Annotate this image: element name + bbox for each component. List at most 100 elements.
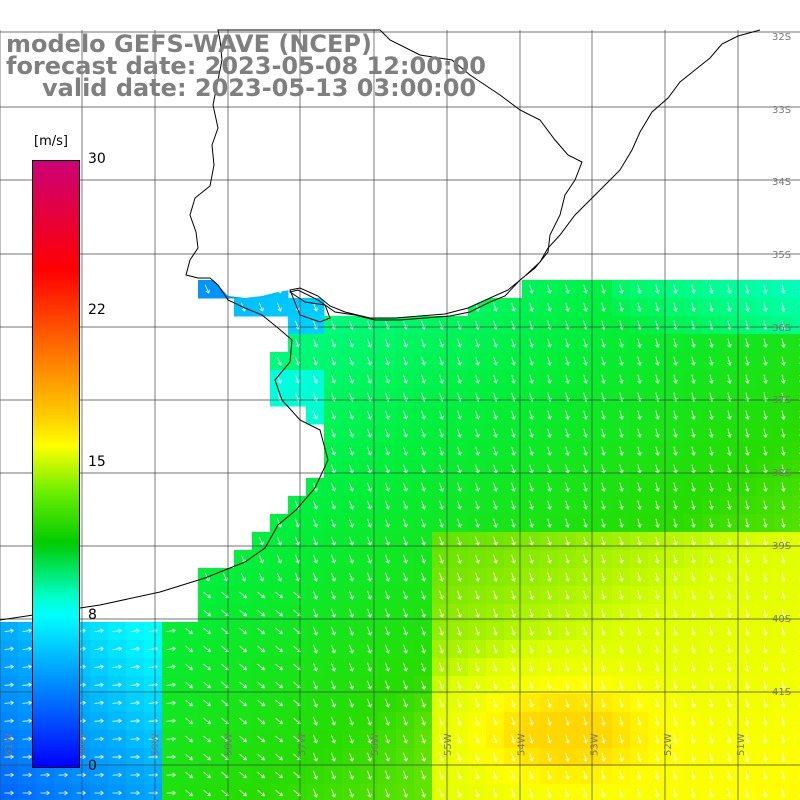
wind-arrow bbox=[529, 356, 534, 366]
coastline-path bbox=[0, 29, 761, 621]
wind-arrow bbox=[22, 628, 32, 633]
wind-arrow bbox=[511, 500, 516, 510]
wind-arrow bbox=[583, 482, 588, 492]
wind-arrow bbox=[385, 482, 390, 492]
wind-arrow bbox=[511, 554, 516, 564]
wind-arrow bbox=[511, 482, 516, 492]
wind-arrow bbox=[529, 770, 534, 780]
wind-arrow bbox=[385, 626, 390, 636]
wind-arrow bbox=[619, 302, 624, 312]
wind-arrow bbox=[276, 572, 282, 582]
wind-cell bbox=[792, 370, 800, 389]
wind-arrow bbox=[203, 591, 211, 599]
wind-cell bbox=[306, 784, 325, 800]
wind-arrow bbox=[727, 680, 732, 690]
wind-arrow bbox=[58, 790, 68, 796]
wind-arrow bbox=[385, 644, 390, 654]
wind-arrow bbox=[511, 698, 516, 708]
wind-arrow bbox=[673, 536, 678, 546]
wind-cell bbox=[288, 784, 307, 800]
wind-arrow bbox=[709, 446, 714, 456]
wind-cell bbox=[792, 712, 800, 731]
wind-arrow bbox=[457, 626, 462, 636]
wind-cell bbox=[792, 388, 800, 407]
wind-arrow bbox=[403, 698, 408, 708]
wind-arrow bbox=[367, 752, 372, 762]
wind-arrow bbox=[367, 500, 372, 510]
wind-arrow bbox=[367, 626, 372, 636]
wind-cell bbox=[342, 784, 361, 800]
wind-arrow bbox=[565, 626, 570, 636]
wind-arrow bbox=[601, 284, 606, 294]
wind-arrow bbox=[583, 284, 588, 294]
wind-arrow bbox=[673, 626, 678, 636]
wind-cell bbox=[720, 784, 739, 800]
wind-arrow bbox=[547, 734, 552, 744]
wind-arrow bbox=[529, 734, 534, 744]
wind-arrow bbox=[349, 320, 354, 330]
wind-arrow bbox=[275, 735, 283, 743]
wind-arrow bbox=[619, 680, 624, 690]
wind-arrow bbox=[637, 698, 642, 708]
wind-arrow bbox=[439, 788, 444, 798]
wind-arrow bbox=[421, 572, 426, 582]
wind-arrow bbox=[421, 680, 426, 690]
wind-cell bbox=[18, 784, 37, 800]
wind-arrow bbox=[94, 682, 104, 688]
wind-arrow bbox=[312, 752, 318, 762]
wind-arrow bbox=[203, 753, 211, 761]
wind-arrow bbox=[403, 482, 408, 492]
wind-arrow bbox=[727, 644, 732, 654]
wind-arrow bbox=[565, 734, 570, 744]
wind-arrow bbox=[385, 572, 390, 582]
wind-cell bbox=[792, 316, 800, 335]
wind-arrow bbox=[637, 302, 642, 312]
wind-arrow bbox=[565, 446, 570, 456]
wind-arrow bbox=[547, 752, 552, 762]
wind-arrow bbox=[275, 717, 283, 725]
wind-arrow bbox=[330, 752, 336, 762]
wind-arrow bbox=[475, 572, 480, 582]
colorbar-unit: [m/s] bbox=[34, 134, 68, 149]
wind-arrow bbox=[709, 698, 714, 708]
wind-arrow bbox=[457, 572, 462, 582]
wind-arrow bbox=[619, 446, 624, 456]
wind-arrow bbox=[275, 609, 283, 617]
wind-arrow bbox=[781, 626, 786, 636]
wind-arrow bbox=[745, 626, 750, 636]
wind-arrow bbox=[330, 716, 336, 726]
wind-arrow bbox=[529, 554, 534, 564]
wind-arrow bbox=[781, 482, 786, 492]
wind-cell bbox=[324, 784, 343, 800]
wind-arrow bbox=[457, 320, 462, 330]
wind-arrow bbox=[4, 754, 14, 760]
wind-arrow bbox=[421, 338, 426, 348]
wind-arrow bbox=[637, 572, 642, 582]
wind-arrow bbox=[709, 374, 714, 384]
wind-arrow bbox=[565, 338, 570, 348]
wind-arrow bbox=[655, 590, 660, 600]
wind-arrow bbox=[257, 699, 265, 707]
wind-arrow bbox=[457, 698, 462, 708]
wind-arrow bbox=[565, 662, 570, 672]
wind-arrow bbox=[781, 698, 786, 708]
wind-arrow bbox=[94, 754, 104, 760]
wind-arrow bbox=[276, 536, 282, 546]
wind-arrow bbox=[619, 770, 624, 780]
wind-arrow bbox=[421, 374, 426, 384]
wind-arrow bbox=[637, 320, 642, 330]
wind-arrow bbox=[367, 608, 372, 618]
wind-arrow bbox=[745, 572, 750, 582]
wind-arrow bbox=[257, 789, 265, 797]
wind-arrow bbox=[763, 518, 768, 528]
wind-arrow bbox=[745, 518, 750, 528]
wind-arrow bbox=[257, 753, 265, 761]
wind-arrow bbox=[655, 536, 660, 546]
wind-arrow bbox=[547, 320, 552, 330]
wind-arrow bbox=[529, 302, 534, 312]
wind-arrow bbox=[58, 772, 68, 778]
wind-arrow bbox=[637, 410, 642, 420]
wind-arrow bbox=[637, 644, 642, 654]
wind-arrow bbox=[439, 662, 444, 672]
wind-arrow bbox=[403, 338, 408, 348]
